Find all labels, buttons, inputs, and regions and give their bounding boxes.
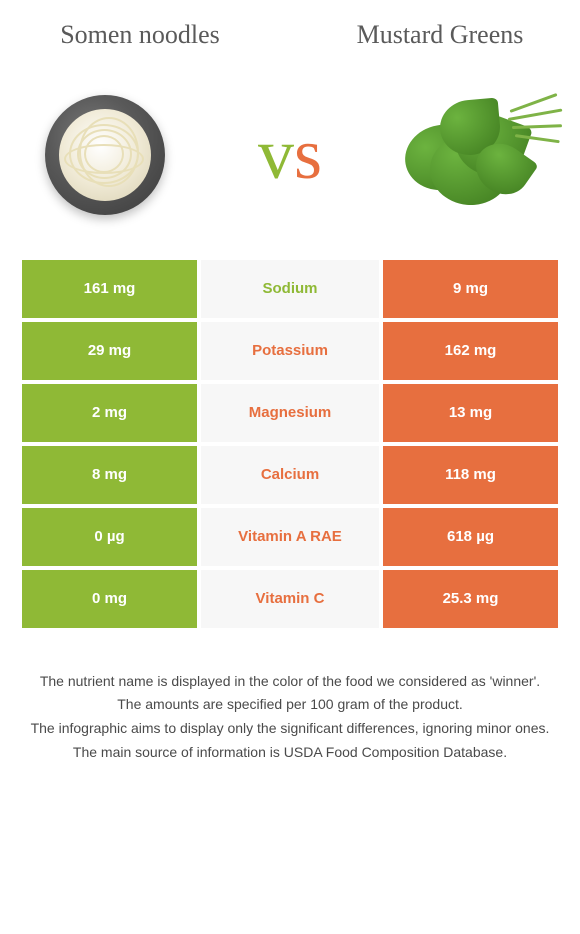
cell-nutrient-name: Sodium [201,260,379,318]
cell-right-value: 25.3 mg [383,570,558,628]
cell-left-value: 161 mg [22,260,197,318]
cell-left-value: 8 mg [22,446,197,504]
cell-nutrient-name: Magnesium [201,384,379,442]
cell-nutrient-name: Vitamin C [201,570,379,628]
table-row: 0 µgVitamin A RAE618 µg [22,508,558,566]
footer: The nutrient name is displayed in the co… [0,632,580,762]
cell-left-value: 2 mg [22,384,197,442]
cell-left-value: 0 mg [22,570,197,628]
vs-label: vs [258,113,322,196]
food-image-right [400,80,550,230]
cell-right-value: 118 mg [383,446,558,504]
footer-line: The infographic aims to display only the… [20,719,560,739]
noodle-bowl-icon [45,95,165,215]
cell-left-value: 0 µg [22,508,197,566]
cell-nutrient-name: Vitamin A RAE [201,508,379,566]
cell-left-value: 29 mg [22,322,197,380]
nutrient-table: 161 mgSodium9 mg29 mgPotassium162 mg2 mg… [22,260,558,628]
table-row: 0 mgVitamin C25.3 mg [22,570,558,628]
mustard-greens-icon [400,90,550,220]
cell-right-value: 618 µg [383,508,558,566]
images-row: vs [0,60,580,260]
table-row: 8 mgCalcium118 mg [22,446,558,504]
cell-right-value: 9 mg [383,260,558,318]
food-title-left: Somen noodles [40,20,240,50]
cell-right-value: 162 mg [383,322,558,380]
vs-v: v [258,113,294,196]
vs-s: s [294,113,322,196]
cell-nutrient-name: Potassium [201,322,379,380]
table-row: 2 mgMagnesium13 mg [22,384,558,442]
food-title-right: Mustard Greens [340,20,540,50]
footer-line: The main source of information is USDA F… [20,743,560,763]
table-row: 29 mgPotassium162 mg [22,322,558,380]
header: Somen noodles Mustard Greens [0,0,580,60]
food-image-left [30,80,180,230]
footer-line: The amounts are specified per 100 gram o… [20,695,560,715]
table-row: 161 mgSodium9 mg [22,260,558,318]
footer-line: The nutrient name is displayed in the co… [20,672,560,692]
cell-nutrient-name: Calcium [201,446,379,504]
cell-right-value: 13 mg [383,384,558,442]
